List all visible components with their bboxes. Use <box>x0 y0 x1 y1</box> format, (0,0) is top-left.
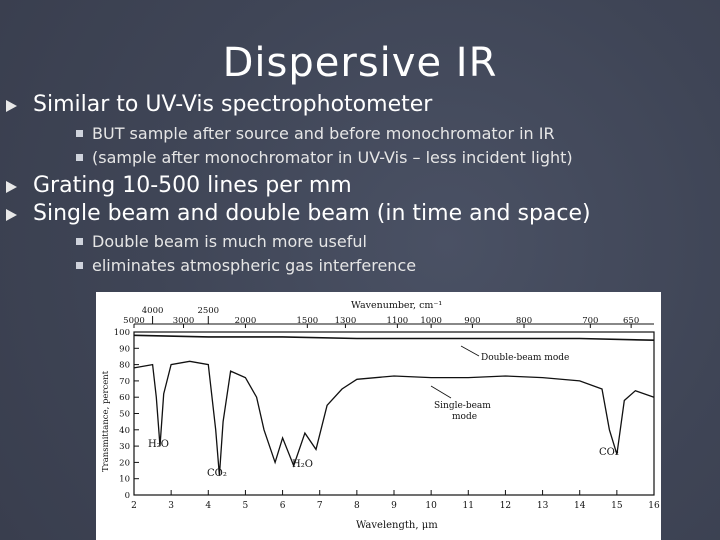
square-bullet-icon <box>76 262 83 269</box>
top-axis-label: Wavenumber, cm⁻¹ <box>351 300 442 311</box>
x-tick-label: 15 <box>611 501 623 511</box>
sub-bullet-3-1: Double beam is much more useful <box>76 232 367 251</box>
x-tick-label: 14 <box>574 501 586 511</box>
x-tick-label: 5 <box>243 501 249 511</box>
y-axis-label: Transmittance, percent <box>101 370 111 472</box>
top-tick-label: 3000 <box>173 316 195 326</box>
x-tick-label: 7 <box>317 501 323 511</box>
x-tick-label: 8 <box>354 501 360 511</box>
double-beam-leader <box>460 345 480 357</box>
sub-bullet-1-1: BUT sample after source and before monoc… <box>76 124 555 143</box>
bullet-2-text: Grating 10-500 lines per mm <box>33 173 352 198</box>
y-tick-label: 20 <box>119 458 130 468</box>
top-tick-label: 1100 <box>387 316 409 326</box>
top-tick-label: 5000 <box>123 316 145 326</box>
x-tick-label: 3 <box>168 501 174 511</box>
x-tick-label: 9 <box>391 501 397 511</box>
top-tick-label: 4000 <box>142 306 164 316</box>
h2o-label-b: H₂O <box>292 459 313 470</box>
bullet-3-text: Single beam and double beam (in time and… <box>33 201 591 226</box>
spectrum-series <box>133 334 655 476</box>
x-tick-label: 12 <box>500 501 511 511</box>
y-tick-label: 40 <box>119 426 130 436</box>
top-tick-label: 1500 <box>297 316 319 326</box>
y-tick-label: 10 <box>119 475 130 485</box>
top-tick-label: 650 <box>623 316 639 326</box>
y-tick-label: 70 <box>119 377 130 387</box>
y-tick-label: 90 <box>119 344 130 354</box>
double-beam-label: Double-beam mode <box>481 353 569 363</box>
single-beam-label-1: Single-beam <box>434 401 491 411</box>
y-tick-label: 0 <box>125 491 130 501</box>
sub-bullet-3-1-text: Double beam is much more useful <box>92 232 367 251</box>
square-bullet-icon <box>76 238 83 245</box>
y-tick-label: 80 <box>119 361 130 371</box>
bullet-1: Similar to UV-Vis spectrophotometer <box>6 92 432 117</box>
sub-bullet-1-2-text: (sample after monochromator in UV-Vis – … <box>92 148 573 167</box>
ir-spectrum-figure: Wavenumber, cm⁻¹ Wavelength, μm Transmit… <box>96 292 661 540</box>
y-tick-label: 50 <box>119 410 130 420</box>
x-tick-label: 11 <box>463 501 474 511</box>
arrow-bullet-icon <box>6 208 17 221</box>
co2-label-b: CO₂ <box>599 447 619 458</box>
single-beam-line <box>133 360 655 476</box>
ir-spectrum-chart: Wavenumber, cm⁻¹ Wavelength, μm Transmit… <box>101 300 660 531</box>
bottom-axis-label: Wavelength, μm <box>356 520 438 531</box>
top-tick-label: 800 <box>516 316 532 326</box>
top-tick-label: 2000 <box>235 316 257 326</box>
x-tick-label: 4 <box>205 501 211 511</box>
slide-title: Dispersive IR <box>222 40 498 86</box>
sub-bullet-1-1-text: BUT sample after source and before monoc… <box>92 124 555 143</box>
axis-ticks: 2 3 4 5 6 7 8 9 10 11 12 13 14 15 16100908070605040302… <box>114 306 660 511</box>
x-tick-label: 13 <box>537 501 549 511</box>
top-tick-label: 1300 <box>335 316 357 326</box>
arrow-bullet-icon <box>6 99 17 112</box>
h2o-label-a: H₂O <box>148 439 169 450</box>
double-beam-line <box>133 334 655 341</box>
x-tick-label: 2 <box>131 501 137 511</box>
top-tick-label: 700 <box>582 316 598 326</box>
bullet-1-text: Similar to UV-Vis spectrophotometer <box>33 92 433 117</box>
sub-bullet-1-2: (sample after monochromator in UV-Vis – … <box>76 148 573 167</box>
single-beam-label-2: mode <box>452 412 477 422</box>
arrow-bullet-icon <box>6 180 17 193</box>
bullet-2: Grating 10-500 lines per mm <box>6 173 352 198</box>
x-tick-label: 6 <box>280 501 286 511</box>
co2-label-a: CO₂ <box>207 468 227 479</box>
y-tick-label: 60 <box>119 393 130 403</box>
square-bullet-icon <box>76 130 83 137</box>
square-bullet-icon <box>76 154 83 161</box>
top-tick-label: 2500 <box>197 306 219 316</box>
top-tick-label: 900 <box>464 316 480 326</box>
sub-bullet-3-2: eliminates atmospheric gas interference <box>76 256 416 275</box>
sub-bullet-3-2-text: eliminates atmospheric gas interference <box>92 256 417 275</box>
single-beam-leader <box>430 385 452 399</box>
bullet-3: Single beam and double beam (in time and… <box>6 201 591 226</box>
x-tick-label: 16 <box>648 501 660 511</box>
y-tick-label: 100 <box>114 328 130 338</box>
top-tick-label: 1000 <box>420 316 442 326</box>
y-tick-label: 30 <box>119 442 130 452</box>
x-tick-label: 10 <box>425 501 437 511</box>
